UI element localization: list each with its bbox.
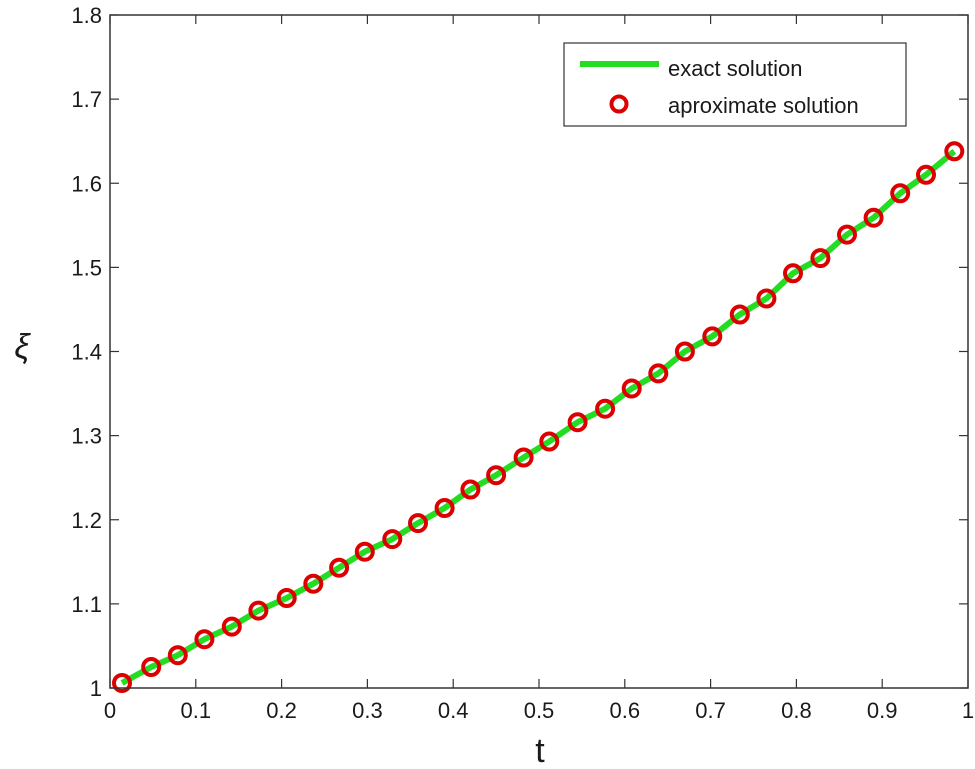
y-tick-label: 1.5 — [71, 255, 102, 280]
y-tick-labels: 1 1.1 1.2 1.3 1.4 1.5 1.6 1.7 1.8 — [71, 3, 102, 701]
approximate-point-marker — [194, 629, 215, 650]
exact-solution-path — [120, 148, 957, 686]
x-tick-labels: 0 0.1 0.2 0.3 0.4 0.5 0.6 0.7 0.8 0.9 1 — [104, 698, 974, 723]
y-tick-label: 1.6 — [71, 171, 102, 196]
axes-frame — [109, 14, 969, 689]
y-tick-label: 1.8 — [71, 3, 102, 28]
approximate-point-marker — [329, 557, 350, 578]
legend-label-exact: exact solution — [668, 56, 803, 81]
approximate-point-marker — [567, 412, 588, 433]
x-tick-label: 0.9 — [867, 698, 898, 723]
approximate-point-marker — [486, 465, 507, 486]
x-tick-label: 0.1 — [181, 698, 212, 723]
approximate-point-marker — [382, 529, 403, 550]
approximate-point-marker — [863, 207, 884, 228]
approximate-point-marker — [408, 513, 428, 534]
approximate-point-marker — [141, 657, 162, 677]
plot-area — [109, 14, 969, 693]
approximate-point-marker — [890, 183, 911, 204]
approximate-point-marker — [837, 224, 857, 245]
x-tick-label: 1 — [962, 698, 974, 723]
legend-circle-icon — [609, 94, 629, 114]
x-tick-label: 0.6 — [610, 698, 641, 723]
y-tick-label: 1.7 — [71, 87, 102, 112]
approximate-point-marker — [460, 479, 481, 500]
y-tick-label: 1.3 — [71, 424, 102, 449]
approximate-point-marker — [621, 378, 642, 399]
x-tick-label: 0.8 — [781, 698, 812, 723]
approximate-point-marker — [434, 498, 455, 518]
x-tick-label: 0.4 — [438, 698, 469, 723]
y-tick-label: 1.1 — [71, 592, 102, 617]
approximate-point-marker — [810, 248, 831, 269]
approximate-solution-markers — [112, 141, 965, 693]
x-tick-label: 0.7 — [695, 698, 726, 723]
y-tick-label: 1.4 — [71, 340, 102, 365]
legend-label-approximate: aproximate solution — [668, 93, 859, 118]
approximate-point-marker — [756, 288, 777, 309]
x-axis-label: t — [535, 732, 545, 769]
approximate-point-marker — [648, 363, 669, 384]
approximate-point-marker — [167, 645, 188, 666]
x-tick-label: 0.5 — [524, 698, 555, 723]
approximate-point-marker — [916, 164, 936, 185]
approximate-point-marker — [944, 141, 965, 162]
exact-solution-line — [120, 148, 957, 686]
legend: exact solution aproximate solution — [563, 42, 907, 127]
approximate-point-marker — [303, 573, 324, 594]
approximate-point-marker — [595, 398, 616, 419]
approximate-point-marker — [702, 326, 723, 347]
x-tick-label: 0 — [104, 698, 116, 723]
approximate-point-marker — [783, 263, 803, 284]
approximate-point-marker — [674, 341, 695, 362]
x-tick-label: 0.2 — [266, 698, 297, 723]
approximate-point-marker — [248, 600, 269, 621]
approximate-point-marker — [513, 447, 534, 468]
y-axis-label: ξ — [14, 328, 31, 366]
x-tick-label: 0.3 — [352, 698, 383, 723]
approximate-point-marker — [112, 673, 132, 693]
approximate-point-marker — [221, 616, 242, 637]
y-tick-label: 1.2 — [71, 508, 102, 533]
y-tick-label: 1 — [90, 676, 102, 701]
approximate-point-marker — [276, 588, 297, 608]
approximate-point-marker — [729, 304, 750, 325]
approximate-point-marker — [354, 541, 375, 562]
approximate-point-marker — [539, 431, 560, 452]
